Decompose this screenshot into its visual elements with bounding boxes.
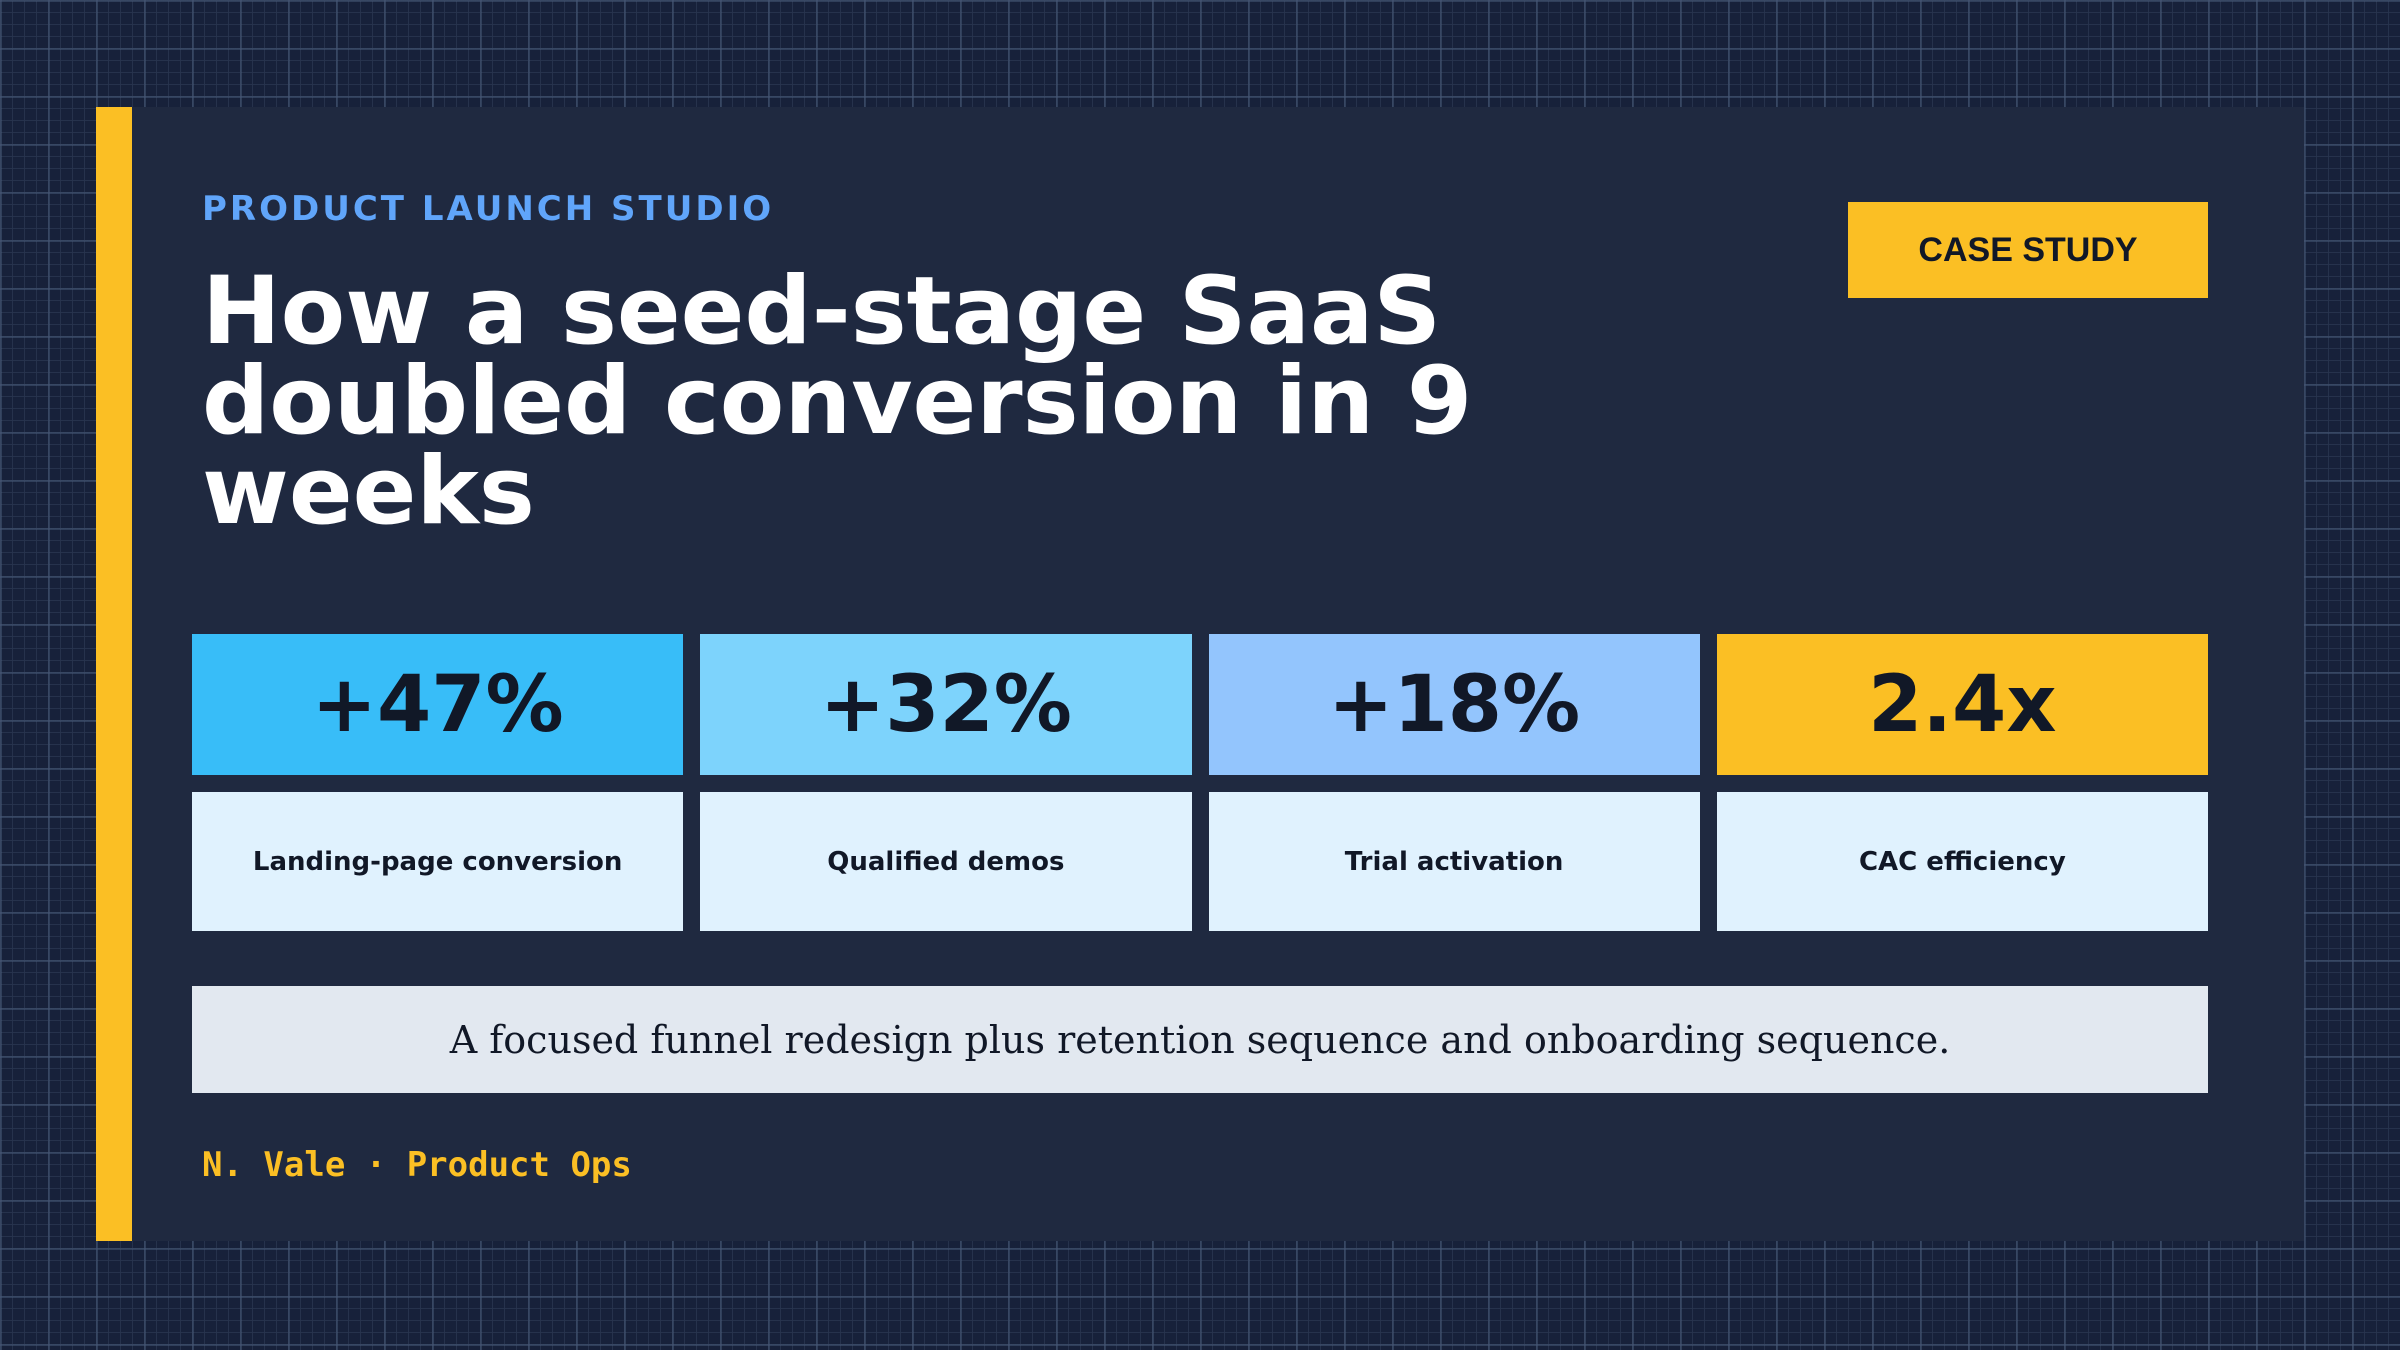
stat-label: Qualified demos bbox=[700, 792, 1192, 931]
case-study-badge: CASE STUDY bbox=[1848, 202, 2208, 298]
author-credit: N. Vale · Product Ops bbox=[202, 1145, 632, 1185]
stat-value: +32% bbox=[700, 634, 1192, 775]
stat-value: +47% bbox=[192, 634, 684, 775]
stat-label: CAC efficiency bbox=[1716, 792, 2208, 931]
stats-row: +47% Landing-page conversion +32% Qualif… bbox=[192, 634, 2208, 931]
stat-card: +18% Trial activation bbox=[1208, 634, 1700, 931]
summary-banner: A focused funnel redesign plus retention… bbox=[192, 986, 2208, 1093]
stat-label: Landing-page conversion bbox=[192, 792, 684, 931]
stat-card: +47% Landing-page conversion bbox=[192, 634, 684, 931]
page-title: How a seed-stage SaaS doubled conversion… bbox=[202, 257, 1473, 546]
eyebrow-label: PRODUCT LAUNCH STUDIO bbox=[202, 189, 775, 229]
stat-card: 2.4x CAC efficiency bbox=[1716, 634, 2208, 931]
stat-value: 2.4x bbox=[1716, 634, 2208, 775]
stat-value: +18% bbox=[1208, 634, 1700, 775]
case-study-card: PRODUCT LAUNCH STUDIO CASE STUDY How a s… bbox=[96, 107, 2304, 1241]
stat-label: Trial activation bbox=[1208, 792, 1700, 931]
accent-bar bbox=[96, 107, 132, 1241]
stat-card: +32% Qualified demos bbox=[700, 634, 1192, 931]
